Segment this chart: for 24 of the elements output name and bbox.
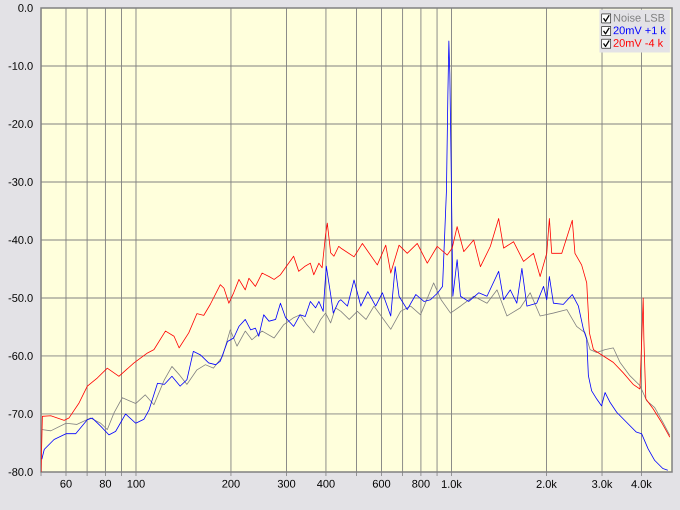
x-tick-label: 80	[100, 480, 112, 488]
text: 20mV -4 k	[614, 38, 664, 47]
x-tick-label: 400	[317, 480, 335, 488]
y-tick-label: -70.0	[8, 410, 33, 418]
y-tick-label: -60.0	[8, 352, 33, 360]
x-tick-label: 100	[128, 480, 145, 488]
x-tick-label: 60	[60, 480, 72, 488]
x-tick-label: 2.0k	[536, 480, 557, 488]
x-tick-label: 3.0k	[592, 480, 612, 488]
text: 20mV +1 k	[614, 26, 666, 34]
text: Noise LSB	[614, 14, 664, 22]
x-tick-label: 4.0k	[631, 480, 652, 488]
y-tick-label: -50.0	[8, 294, 33, 302]
y-tick-label: -40.0	[8, 236, 33, 244]
x-tick-label: 200	[222, 480, 240, 488]
x-tick-label: 800	[412, 480, 430, 488]
y-tick-label: 0.0	[18, 4, 33, 12]
y-tick-label: -80.0	[8, 468, 33, 476]
x-tick-label: 300	[278, 480, 296, 488]
x-tick-label: 1.0k	[442, 480, 462, 488]
y-tick-label: -10.0	[8, 62, 33, 70]
y-tick-label: -20.0	[8, 120, 33, 128]
y-tick-label: -30.0	[8, 178, 33, 186]
x-tick-label: 600	[372, 480, 390, 488]
